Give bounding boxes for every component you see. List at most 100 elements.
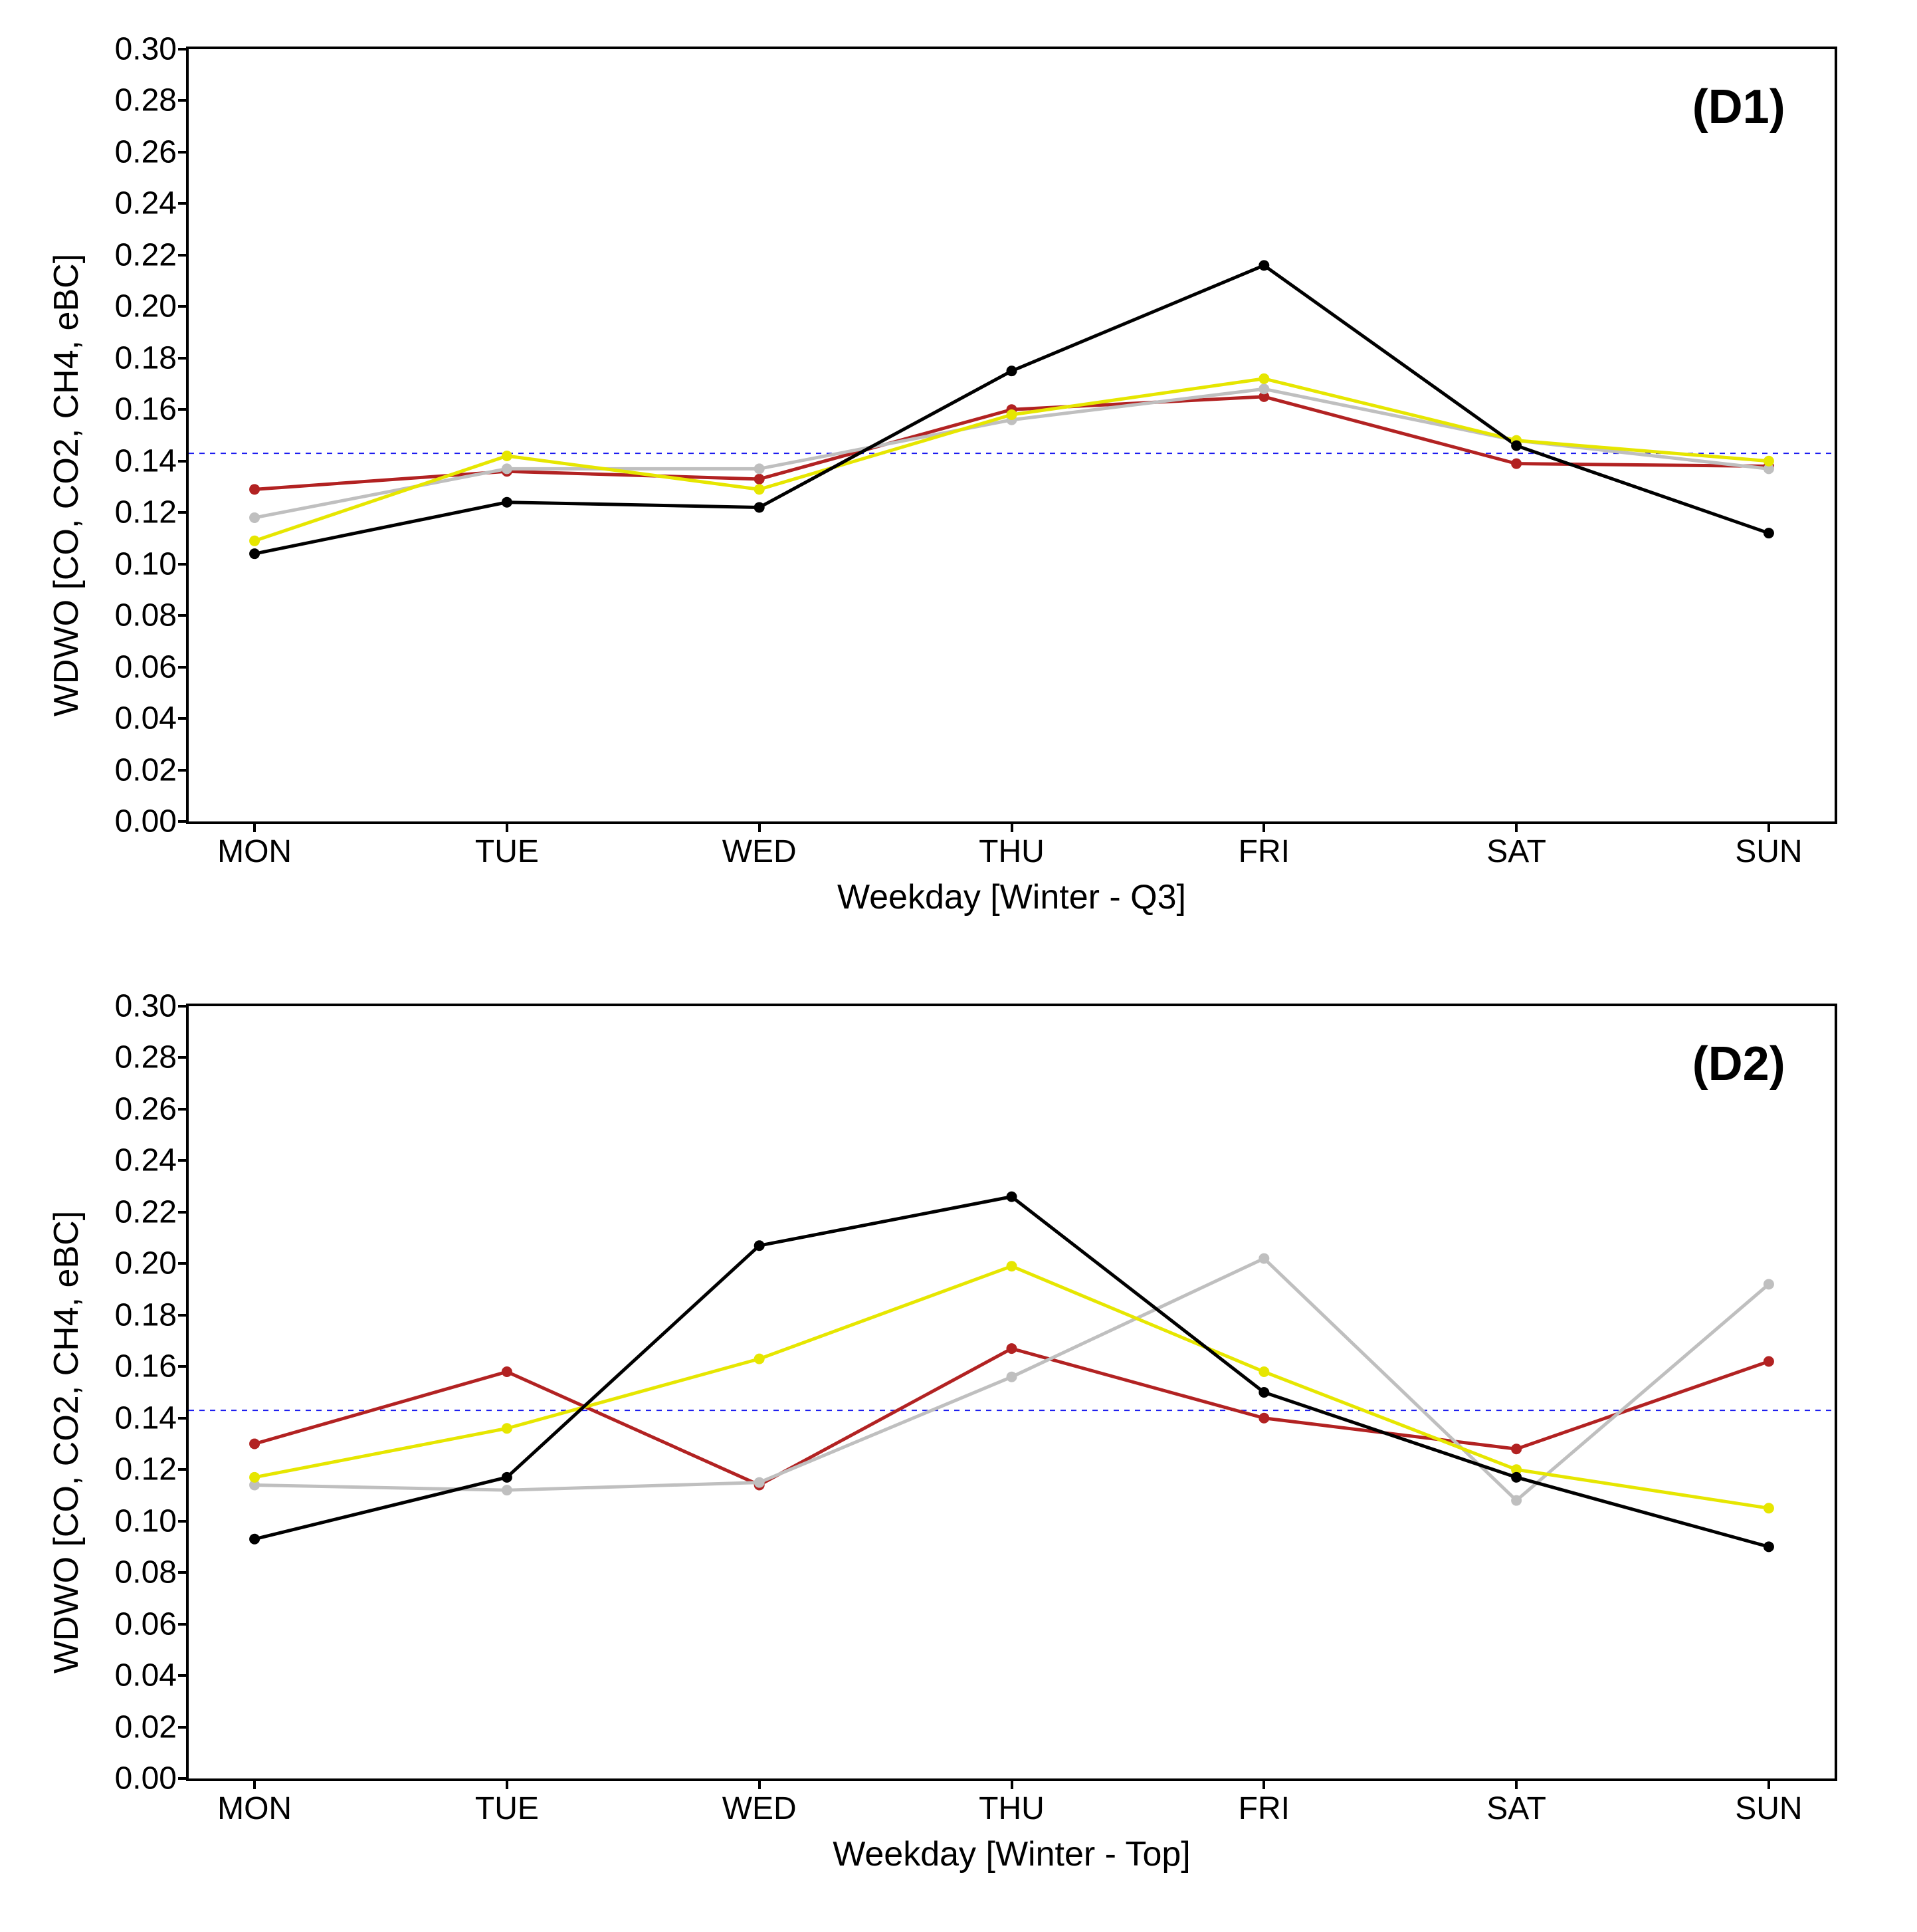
series-marker-co xyxy=(1764,1356,1774,1367)
x-tick-mark xyxy=(1262,821,1265,832)
x-tick-mark xyxy=(506,821,508,832)
y-tick-mark xyxy=(178,460,189,463)
x-tick-mark xyxy=(758,821,761,832)
x-tick-mark xyxy=(1011,1778,1013,1789)
y-tick-mark xyxy=(178,1520,189,1523)
chart-markers-svg xyxy=(189,49,1835,821)
y-tick-mark xyxy=(178,614,189,617)
figure-root: WDWO [CO, CO2, CH4, eBC] 0.000.020.040.0… xyxy=(0,0,1917,1932)
y-tick-mark xyxy=(178,1417,189,1420)
y-tick-mark xyxy=(178,511,189,514)
y-tick-mark xyxy=(178,1468,189,1471)
series-marker-ch4 xyxy=(754,484,765,494)
chart-panel-d2: WDWO [CO, CO2, CH4, eBC] 0.000.020.040.0… xyxy=(40,984,1877,1901)
x-tick-mark xyxy=(506,1778,508,1789)
y-axis-label: WDWO [CO, CO2, CH4, eBC] xyxy=(47,1211,86,1673)
chart-panel-d1: WDWO [CO, CO2, CH4, eBC] 0.000.020.040.0… xyxy=(40,27,1877,944)
y-tick-mark xyxy=(178,1571,189,1574)
y-tick-mark xyxy=(178,1726,189,1729)
series-marker-ch4 xyxy=(1007,1261,1017,1271)
y-tick-mark xyxy=(178,769,189,772)
series-marker-ch4 xyxy=(754,1354,765,1364)
series-marker-ebc xyxy=(1007,1192,1017,1202)
y-tick-mark xyxy=(178,357,189,360)
series-marker-ch4 xyxy=(249,1472,260,1483)
series-marker-ebc xyxy=(1764,1541,1774,1552)
y-tick-mark xyxy=(178,254,189,257)
series-marker-co2 xyxy=(1259,383,1269,394)
series-marker-co2 xyxy=(249,512,260,523)
series-marker-co2 xyxy=(754,463,765,474)
x-tick-mark xyxy=(253,821,256,832)
x-tick-mark xyxy=(1515,1778,1518,1789)
series-marker-co xyxy=(1511,459,1522,469)
y-tick-mark xyxy=(178,1623,189,1626)
series-marker-ebc xyxy=(754,502,765,512)
y-tick-mark xyxy=(178,1005,189,1008)
series-marker-ebc xyxy=(249,548,260,559)
y-tick-mark xyxy=(178,1365,189,1368)
y-tick-mark xyxy=(178,820,189,823)
x-tick-mark xyxy=(1767,821,1770,832)
x-tick-mark xyxy=(1767,1778,1770,1789)
series-marker-co2 xyxy=(1511,1495,1522,1506)
y-tick-mark xyxy=(178,1262,189,1265)
y-tick-mark xyxy=(178,717,189,720)
series-marker-ebc xyxy=(1259,1387,1269,1398)
series-marker-co xyxy=(1511,1444,1522,1454)
series-marker-co xyxy=(1259,1413,1269,1424)
y-tick-mark xyxy=(178,202,189,205)
y-tick-mark xyxy=(178,151,189,154)
y-tick-mark xyxy=(178,48,189,51)
series-marker-ch4 xyxy=(502,1423,512,1434)
series-marker-co2 xyxy=(754,1477,765,1488)
series-marker-co xyxy=(754,474,765,484)
x-tick-mark xyxy=(1515,821,1518,832)
series-marker-ebc xyxy=(1511,1472,1522,1483)
series-marker-ebc xyxy=(754,1240,765,1251)
plot-area-d1: 0.000.020.040.060.080.100.120.140.160.18… xyxy=(186,47,1837,824)
series-marker-ch4 xyxy=(1007,409,1017,420)
plot-area-d2: 0.000.020.040.060.080.100.120.140.160.18… xyxy=(186,1004,1837,1781)
series-marker-ch4 xyxy=(1764,456,1774,467)
panel-title: (D2) xyxy=(1692,1037,1785,1091)
series-marker-ebc xyxy=(1764,528,1774,538)
x-axis-label: Weekday [Winter - Q3] xyxy=(186,877,1837,917)
x-tick-mark xyxy=(1262,1778,1265,1789)
y-tick-mark xyxy=(178,666,189,669)
x-tick-mark xyxy=(253,1778,256,1789)
series-marker-co xyxy=(502,1366,512,1377)
series-marker-ebc xyxy=(1511,440,1522,451)
series-marker-co xyxy=(1007,1343,1017,1354)
y-axis-label: WDWO [CO, CO2, CH4, eBC] xyxy=(47,254,86,716)
y-tick-mark xyxy=(178,1056,189,1059)
y-tick-mark xyxy=(178,1314,189,1317)
y-tick-mark xyxy=(178,1674,189,1677)
series-marker-co2 xyxy=(1007,1372,1017,1382)
chart-markers-svg xyxy=(189,1006,1835,1778)
x-tick-mark xyxy=(1011,821,1013,832)
y-tick-mark xyxy=(178,1777,189,1780)
series-marker-co2 xyxy=(502,463,512,474)
x-axis-label: Weekday [Winter - Top] xyxy=(186,1834,1837,1874)
series-marker-ebc xyxy=(1007,366,1017,376)
series-marker-co xyxy=(249,484,260,494)
series-marker-co xyxy=(249,1438,260,1449)
y-tick-mark xyxy=(178,408,189,411)
series-marker-co2 xyxy=(502,1485,512,1495)
y-tick-mark xyxy=(178,563,189,566)
series-marker-ebc xyxy=(249,1534,260,1545)
series-marker-ebc xyxy=(1259,260,1269,270)
y-tick-mark xyxy=(178,305,189,308)
panel-title: (D1) xyxy=(1692,80,1785,134)
y-tick-mark xyxy=(178,1211,189,1214)
series-marker-ebc xyxy=(502,497,512,508)
series-marker-ch4 xyxy=(249,536,260,546)
series-marker-ch4 xyxy=(1259,374,1269,384)
series-marker-ch4 xyxy=(1259,1366,1269,1377)
series-marker-co2 xyxy=(1764,1279,1774,1289)
series-marker-co2 xyxy=(1259,1253,1269,1264)
series-marker-ebc xyxy=(502,1472,512,1483)
series-marker-ch4 xyxy=(502,451,512,461)
y-tick-mark xyxy=(178,99,189,102)
